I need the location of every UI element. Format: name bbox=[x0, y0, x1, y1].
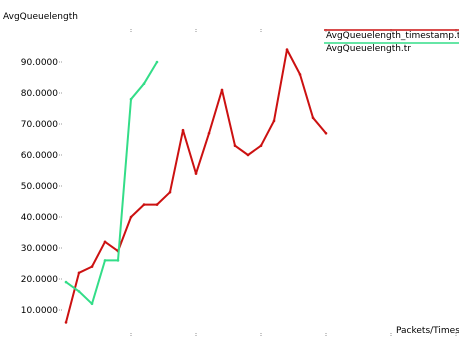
data-point bbox=[77, 290, 81, 293]
data-point bbox=[285, 48, 289, 51]
y-tick-label: 50.0000 bbox=[21, 182, 58, 192]
y-tick-label: 60.0000 bbox=[21, 151, 58, 161]
data-point bbox=[298, 73, 302, 76]
y-tick-label: 10.0000 bbox=[21, 306, 58, 316]
y-tick-label: 20.0000 bbox=[21, 275, 58, 285]
data-point bbox=[129, 97, 133, 101]
series-line-1 bbox=[65, 61, 158, 305]
data-point bbox=[324, 132, 328, 135]
legend-label-avgqueuelength: AvgQueuelength.tr bbox=[326, 44, 411, 54]
data-point bbox=[207, 132, 211, 135]
data-point bbox=[90, 302, 94, 306]
y-tick-label: 40.0000 bbox=[21, 213, 58, 223]
y-tick-label: 70.0000 bbox=[21, 120, 58, 130]
data-point bbox=[142, 82, 146, 85]
series-layer bbox=[64, 48, 328, 324]
data-point bbox=[77, 271, 81, 275]
data-point bbox=[181, 128, 185, 132]
y-tick-label: 80.0000 bbox=[21, 89, 58, 99]
data-point bbox=[103, 259, 107, 262]
data-point bbox=[64, 321, 68, 324]
data-point bbox=[311, 116, 315, 120]
y-axis-ticks: 10.0000 20.0000 30.0000 40.0000 50.0000 60.00… bbox=[21, 58, 63, 316]
data-point bbox=[272, 119, 276, 123]
data-point bbox=[129, 215, 133, 219]
data-point bbox=[90, 265, 94, 268]
data-point bbox=[103, 240, 107, 244]
data-point bbox=[64, 280, 68, 284]
data-point bbox=[233, 144, 237, 147]
data-point bbox=[194, 172, 198, 175]
x-axis-ticks: 50.0000100.0000150.0000200.0000 bbox=[130, 29, 457, 337]
x-axis-title: Packets/Timeslot bbox=[396, 326, 459, 336]
data-point bbox=[155, 60, 159, 64]
legend: AvgQueuelength_timestamp.tr AvgQueueleng… bbox=[324, 29, 459, 54]
data-point bbox=[142, 203, 146, 206]
data-point bbox=[246, 153, 250, 157]
legend-label-timestamp: AvgQueuelength_timestamp.tr bbox=[326, 31, 459, 41]
data-point bbox=[220, 88, 224, 92]
data-point bbox=[155, 203, 159, 206]
y-tick-label: 90.0000 bbox=[21, 58, 58, 68]
series-line-0 bbox=[65, 48, 327, 323]
y-axis-title: AvgQueuelength bbox=[3, 12, 78, 22]
y-tick-label: 30.0000 bbox=[21, 244, 58, 254]
data-point bbox=[168, 190, 172, 194]
data-point bbox=[116, 259, 120, 262]
data-point bbox=[259, 144, 263, 147]
